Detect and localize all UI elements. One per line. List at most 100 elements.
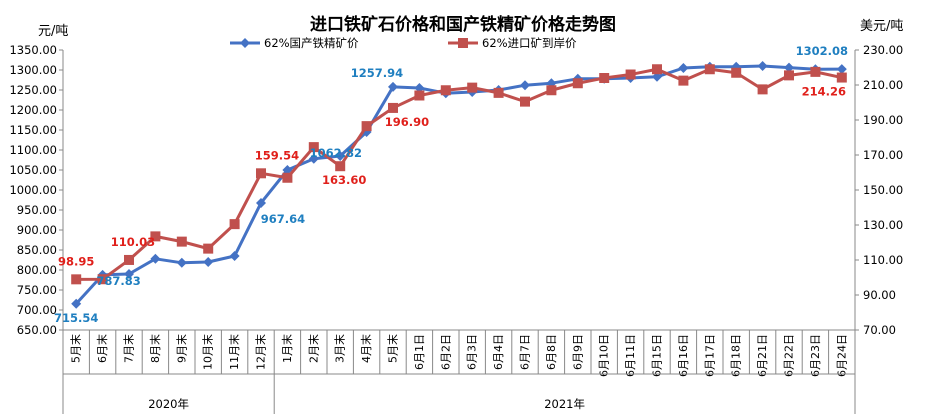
legend-label-2: 62%进口矿到岸价 <box>482 36 577 50</box>
right-axis-unit: 美元/吨 <box>860 19 903 34</box>
left-tick-label: 1050.00 <box>9 163 57 177</box>
x-tick-label: 6月21日 <box>756 334 769 377</box>
data-label: 1257.94 <box>351 66 403 80</box>
data-point-diamond <box>784 62 794 73</box>
x-tick-label: 2月末 <box>306 334 320 363</box>
left-tick-label: 1150.00 <box>9 123 57 137</box>
x-tick-label: 6月9日 <box>571 334 584 370</box>
x-tick-label: 5月末 <box>69 334 83 363</box>
data-point-square <box>176 236 187 247</box>
data-point-square <box>414 90 425 101</box>
x-tick-label: 6月18日 <box>730 334 743 377</box>
data-point-diamond <box>150 253 161 264</box>
legend-marker-diamond <box>240 38 250 48</box>
right-tick-label: 210.00 <box>863 78 903 92</box>
data-point-square <box>124 254 134 265</box>
data-point-square <box>546 85 557 96</box>
data-point-square <box>678 75 689 86</box>
data-point-diamond <box>256 197 266 208</box>
x-tick-label: 6月15日 <box>651 334 664 377</box>
left-tick-label: 900.00 <box>17 223 57 237</box>
data-point-square <box>229 219 240 230</box>
data-point-square <box>335 161 346 172</box>
data-point-diamond <box>71 298 82 309</box>
right-tick-label: 170.00 <box>863 148 903 162</box>
data-label: 1302.08 <box>796 44 848 58</box>
x-tick-label: 6月16日 <box>677 334 690 377</box>
data-label: 196.90 <box>385 115 429 129</box>
data-point-diamond <box>124 269 134 279</box>
data-point-square <box>308 142 319 153</box>
x-tick-label: 4月末 <box>359 334 373 363</box>
x-tick-label: 9月末 <box>174 334 188 363</box>
x-tick-label: 3月末 <box>333 334 347 363</box>
data-point-square <box>652 64 662 75</box>
data-point-square <box>467 82 478 93</box>
data-point-diamond <box>308 153 319 164</box>
data-point-square <box>440 85 451 96</box>
x-tick-label: 6月末 <box>95 334 109 363</box>
data-point-square <box>520 96 530 107</box>
left-axis-unit: 元/吨 <box>38 24 68 39</box>
data-point-diamond <box>282 165 293 175</box>
x-tick-label: 5月末 <box>386 334 400 363</box>
x-tick-label: 6月10日 <box>598 334 611 377</box>
x-tick-label: 1月末 <box>280 334 294 363</box>
x-tick-label: 6月23日 <box>809 334 822 377</box>
data-point-diamond <box>176 257 187 268</box>
x-tick-label: 6月22日 <box>783 334 796 377</box>
legend-marker-square <box>458 38 468 48</box>
data-point-diamond <box>203 257 214 267</box>
right-tick-label: 110.00 <box>863 253 903 267</box>
left-tick-label: 850.00 <box>17 243 57 257</box>
data-point-square <box>71 274 82 285</box>
x-tick-label: 6月2日 <box>439 334 452 370</box>
right-tick-label: 190.00 <box>863 113 903 127</box>
left-tick-label: 700.00 <box>17 303 57 317</box>
plot-area: 650.00 700.00 750.00 800.00 850.00 900.00 950.… <box>9 43 903 414</box>
x-tick-label: 6月1日 <box>413 334 426 370</box>
left-tick-label: 1100.00 <box>9 143 57 157</box>
data-point-square <box>150 231 161 242</box>
x-tick-label: 6月3日 <box>466 334 479 370</box>
chart-title: 进口铁矿石价格和国产铁精矿价格走势图 <box>310 14 616 35</box>
data-label: 715.54 <box>54 311 98 325</box>
data-label: 214.26 <box>802 85 846 99</box>
right-tick-label: 230.00 <box>863 43 903 57</box>
data-point-square <box>810 66 821 77</box>
x-tick-label: 12月末 <box>254 334 268 370</box>
legend: 62%国产铁精矿价 62%进口矿到岸价 <box>230 36 577 50</box>
x-tick-label: 6月24日 <box>835 334 848 377</box>
data-point-square <box>361 121 372 132</box>
data-point-square <box>731 67 742 78</box>
data-point-square <box>282 172 293 183</box>
left-tick-label: 950.00 <box>17 203 57 217</box>
data-point-square <box>836 72 847 83</box>
left-tick-label: 1350.00 <box>9 43 57 57</box>
right-tick-label: 90.00 <box>863 288 896 302</box>
data-point-square <box>757 84 768 95</box>
data-point-diamond <box>388 81 398 92</box>
data-point-square <box>572 78 583 89</box>
right-tick-label: 130.00 <box>863 218 903 232</box>
data-point-square <box>625 69 636 80</box>
x-tick-label: 6月4日 <box>492 334 505 370</box>
data-point-square <box>97 274 108 285</box>
data-point-square <box>599 73 610 83</box>
x-tick-label: 11月末 <box>227 334 241 370</box>
left-tick-label: 1300.00 <box>9 63 57 77</box>
data-label: 159.54 <box>255 148 299 162</box>
data-point-square <box>388 102 398 113</box>
data-point-diamond <box>678 63 689 73</box>
right-tick-label: 70.00 <box>863 323 896 337</box>
x-tick-label: 6月11日 <box>624 334 637 377</box>
data-label: 787.83 <box>96 274 140 288</box>
data-point-diamond <box>757 61 768 71</box>
legend-label-1: 62%国产铁精矿价 <box>264 36 359 50</box>
left-tick-label: 1250.00 <box>9 83 57 97</box>
x-tick-label: 6月7日 <box>519 334 532 370</box>
data-label: 1062.82 <box>310 146 362 160</box>
year-group-label: 2021年 <box>544 397 585 411</box>
